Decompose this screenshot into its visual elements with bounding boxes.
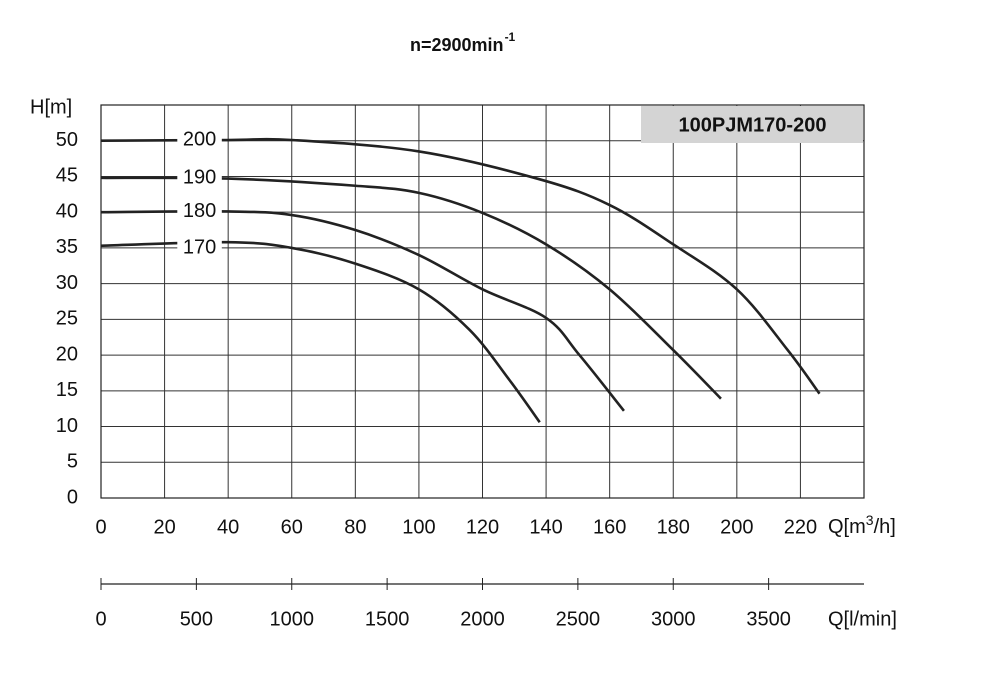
x-tick-label: 120 <box>466 516 499 538</box>
label-backdrop <box>177 167 222 190</box>
series-label: 170 <box>183 236 216 258</box>
y-tick-label: 15 <box>56 379 78 401</box>
x-tick-label: 80 <box>344 516 366 538</box>
x-tick-label: 160 <box>593 516 626 538</box>
series-label: 190 <box>183 167 216 189</box>
title-superscript: -1 <box>505 30 516 44</box>
y-tick-label: 45 <box>56 165 78 187</box>
x-tick-label: 100 <box>402 516 435 538</box>
plot-frame <box>100 104 865 499</box>
chart-title: n=2900min <box>410 35 504 55</box>
x-tick-label: 200 <box>720 516 753 538</box>
x-tick-label: 180 <box>657 516 690 538</box>
x2-tick-label: 1500 <box>365 608 410 630</box>
label-backdrop <box>177 236 222 259</box>
label-backdrop <box>177 129 222 152</box>
y-tick-label: 10 <box>56 415 78 437</box>
model-box <box>641 106 863 143</box>
label-backdrop <box>177 200 222 223</box>
x-tick-label: 220 <box>784 516 817 538</box>
y-tick-label: 0 <box>67 486 78 508</box>
x2-tick-label: 1000 <box>270 608 315 630</box>
x-tick-label: 0 <box>95 516 106 538</box>
y-tick-label: 25 <box>56 308 78 330</box>
y-tick-label: 50 <box>56 129 78 151</box>
series-label: 180 <box>183 200 216 222</box>
y-tick-label: 5 <box>67 451 78 473</box>
x2-axis-label: Q[l/min] <box>828 608 897 630</box>
model-label: 100PJM170-200 <box>679 114 827 136</box>
x2-tick-label: 3000 <box>651 608 696 630</box>
y-tick-label: 30 <box>56 272 78 294</box>
x-label-part: /h] <box>874 516 896 538</box>
x2-tick-label: 3500 <box>746 608 791 630</box>
x-label-superscript: 3 <box>866 512 874 528</box>
x2-tick-label: 2500 <box>556 608 601 630</box>
x-tick-label: 140 <box>529 516 562 538</box>
x-tick-label: 60 <box>281 516 303 538</box>
y-axis-label: H[m] <box>30 96 72 118</box>
y-tick-label: 20 <box>56 343 78 365</box>
x-axis-label: Q[m3/h] <box>828 512 896 539</box>
pump-curve <box>100 137 821 395</box>
x2-tick-label: 2000 <box>460 608 505 630</box>
x2-tick-label: 0 <box>95 608 106 630</box>
pump-curve <box>100 240 541 424</box>
x2-tick-label: 500 <box>180 608 213 630</box>
x-label-part: Q[m <box>828 516 866 538</box>
y-tick-label: 40 <box>56 200 78 222</box>
y-tick-label: 35 <box>56 236 78 258</box>
series-label: 200 <box>183 129 216 151</box>
x-tick-label: 40 <box>217 516 239 538</box>
pump-curve <box>100 210 625 412</box>
x-tick-label: 20 <box>153 516 175 538</box>
pump-curve <box>100 176 722 400</box>
